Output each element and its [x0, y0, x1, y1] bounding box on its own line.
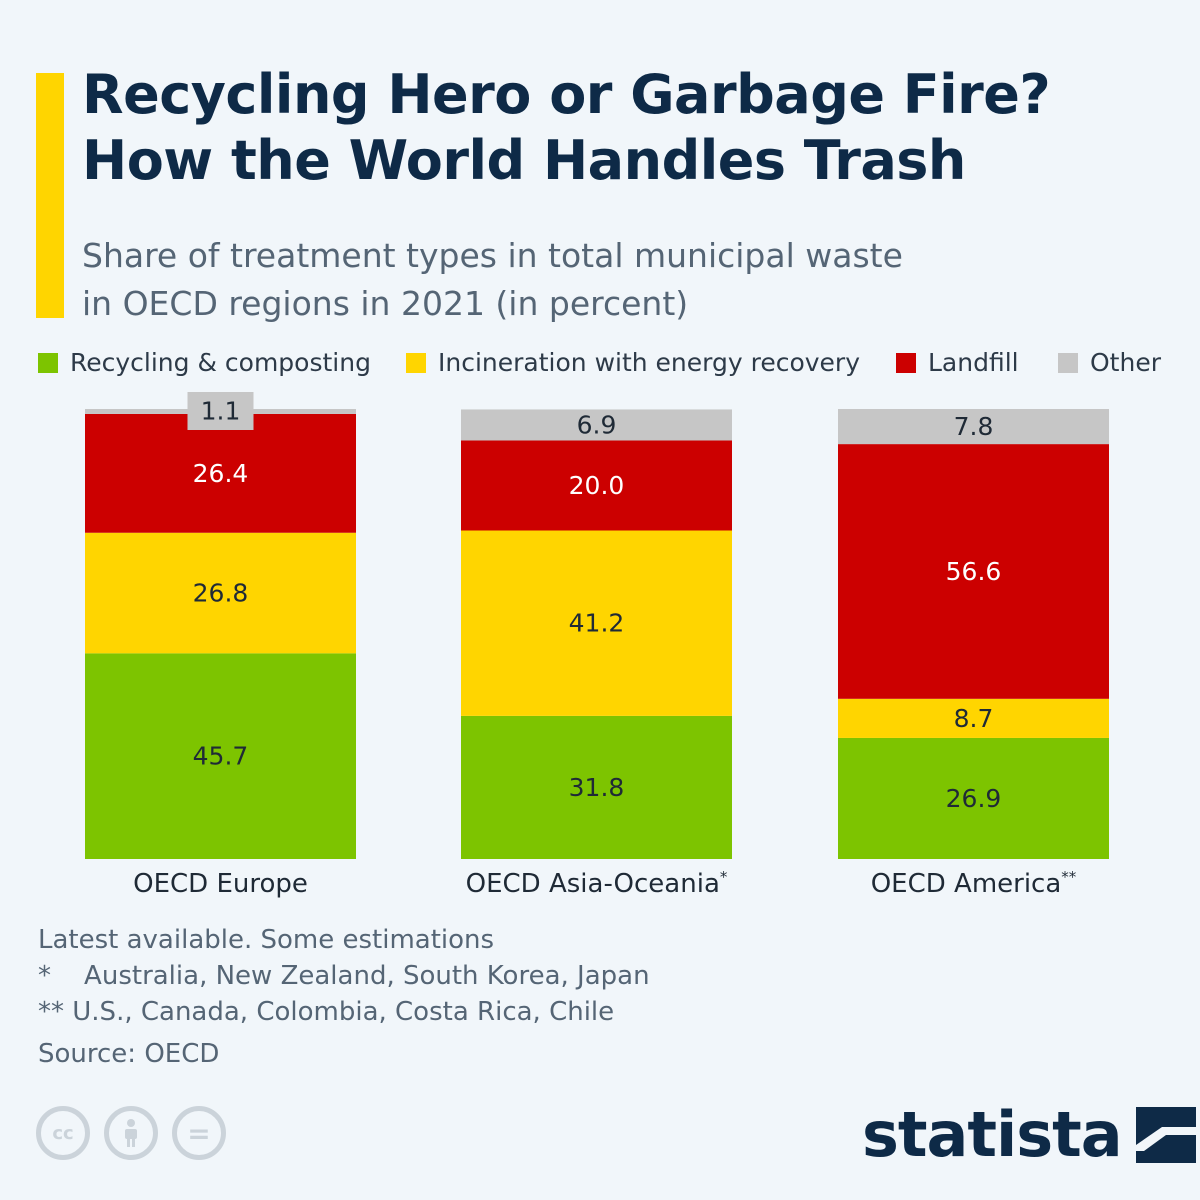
bar-segment-landfill-2 [838, 444, 1109, 699]
legend-swatch-other [1058, 352, 1078, 373]
license-icons: cc = [36, 1106, 226, 1160]
legend-label-incineration: Incineration with energy recovery [438, 348, 861, 377]
cc-icon-text: cc [52, 1122, 74, 1144]
cc-icon[interactable]: cc [36, 1106, 90, 1160]
legend-item-incineration: Incineration with energy recovery [406, 348, 860, 377]
value-label-other-0: 1.1 [201, 397, 241, 426]
statista-mark-icon [1135, 1106, 1196, 1163]
bar-segment-incineration-1 [461, 530, 732, 716]
bar-segment-landfill-0 [85, 413, 356, 533]
legend-swatch-incineration [406, 352, 426, 373]
legend-label-other: Other [1090, 348, 1161, 377]
category-label-0: OECD Europe [133, 869, 308, 899]
subtitle-line-1: Share of treatment types in total munici… [82, 236, 903, 275]
footnote-asia-oceania: * Australia, New Zealand, South Korea, J… [38, 961, 650, 991]
bar-segment-other-1 [461, 409, 732, 441]
value-label-box-other-0 [187, 392, 254, 430]
value-label-other-2: 7.8 [954, 412, 994, 441]
footnote-note: Latest available. Some estimations [38, 925, 495, 955]
value-label-incineration-2: 8.7 [954, 704, 994, 733]
bar-segment-recycling-1 [461, 715, 732, 859]
bar-segment-incineration-0 [85, 532, 356, 654]
value-label-incineration-1: 41.2 [569, 609, 625, 638]
legend: Recycling & composting Incineration with… [38, 348, 1178, 388]
bar-group-2: 26.9 8.7 56.6 7.8 OECD America** [838, 409, 1109, 899]
chart-subtitle: Share of treatment types in total munici… [82, 232, 1082, 328]
brand-name: statista [862, 1098, 1123, 1171]
legend-item-other: Other [1058, 348, 1161, 377]
accent-bar [36, 73, 64, 318]
bar-group-1: 31.8 41.2 20.0 6.9 OECD Asia-Oceania* [461, 409, 732, 899]
stacked-bar-chart: 45.7 26.8 26.4 1.1 OECD Europe 31.8 41.2 20.0 6.… [85, 392, 1109, 899]
subtitle-line-2: in OECD regions in 2021 (in percent) [82, 284, 689, 323]
bar-segment-incineration-2 [838, 698, 1109, 738]
value-label-landfill-2: 56.6 [946, 557, 1002, 586]
footnotes: Latest available. Some estimations * Aus… [38, 922, 650, 1072]
value-label-recycling-2: 26.9 [946, 784, 1002, 813]
value-label-recycling-0: 45.7 [193, 742, 249, 771]
statista-logo[interactable]: statista [862, 1098, 1196, 1171]
chart-title: Recycling Hero or Garbage Fire? How the … [82, 62, 1182, 194]
legend-label-recycling: Recycling & composting [70, 348, 371, 377]
value-label-other-1: 6.9 [577, 410, 617, 439]
attribution-icon[interactable] [104, 1106, 158, 1160]
title-line-1: Recycling Hero or Garbage Fire? [82, 63, 1051, 126]
legend-swatch-landfill [896, 352, 916, 373]
bar-group-0: 45.7 26.8 26.4 1.1 OECD Europe [85, 392, 356, 899]
bar-segment-landfill-1 [461, 440, 732, 531]
legend-item-landfill: Landfill [896, 348, 1019, 377]
category-label-2: OECD America** [871, 868, 1077, 899]
equals-icon-text: = [187, 1116, 211, 1150]
bar-segment-recycling-2 [838, 737, 1109, 859]
legend-item-recycling: Recycling & composting [38, 348, 371, 377]
title-line-2: How the World Handles Trash [82, 129, 966, 192]
category-label-1: OECD Asia-Oceania* [466, 868, 728, 899]
legend-label-landfill: Landfill [928, 348, 1019, 377]
bar-segment-recycling-0 [85, 653, 356, 859]
value-label-landfill-1: 20.0 [569, 471, 625, 500]
value-label-incineration-0: 26.8 [193, 579, 249, 608]
person-icon [125, 1119, 137, 1147]
value-label-landfill-0: 26.4 [193, 459, 249, 488]
no-derivatives-icon[interactable]: = [172, 1106, 226, 1160]
footnote-america: ** U.S., Canada, Colombia, Costa Rica, C… [38, 997, 615, 1027]
legend-swatch-recycling [38, 352, 58, 373]
bar-segment-other-2 [838, 409, 1109, 445]
source-note: Source: OECD [38, 1039, 220, 1069]
value-label-recycling-1: 31.8 [569, 773, 625, 802]
